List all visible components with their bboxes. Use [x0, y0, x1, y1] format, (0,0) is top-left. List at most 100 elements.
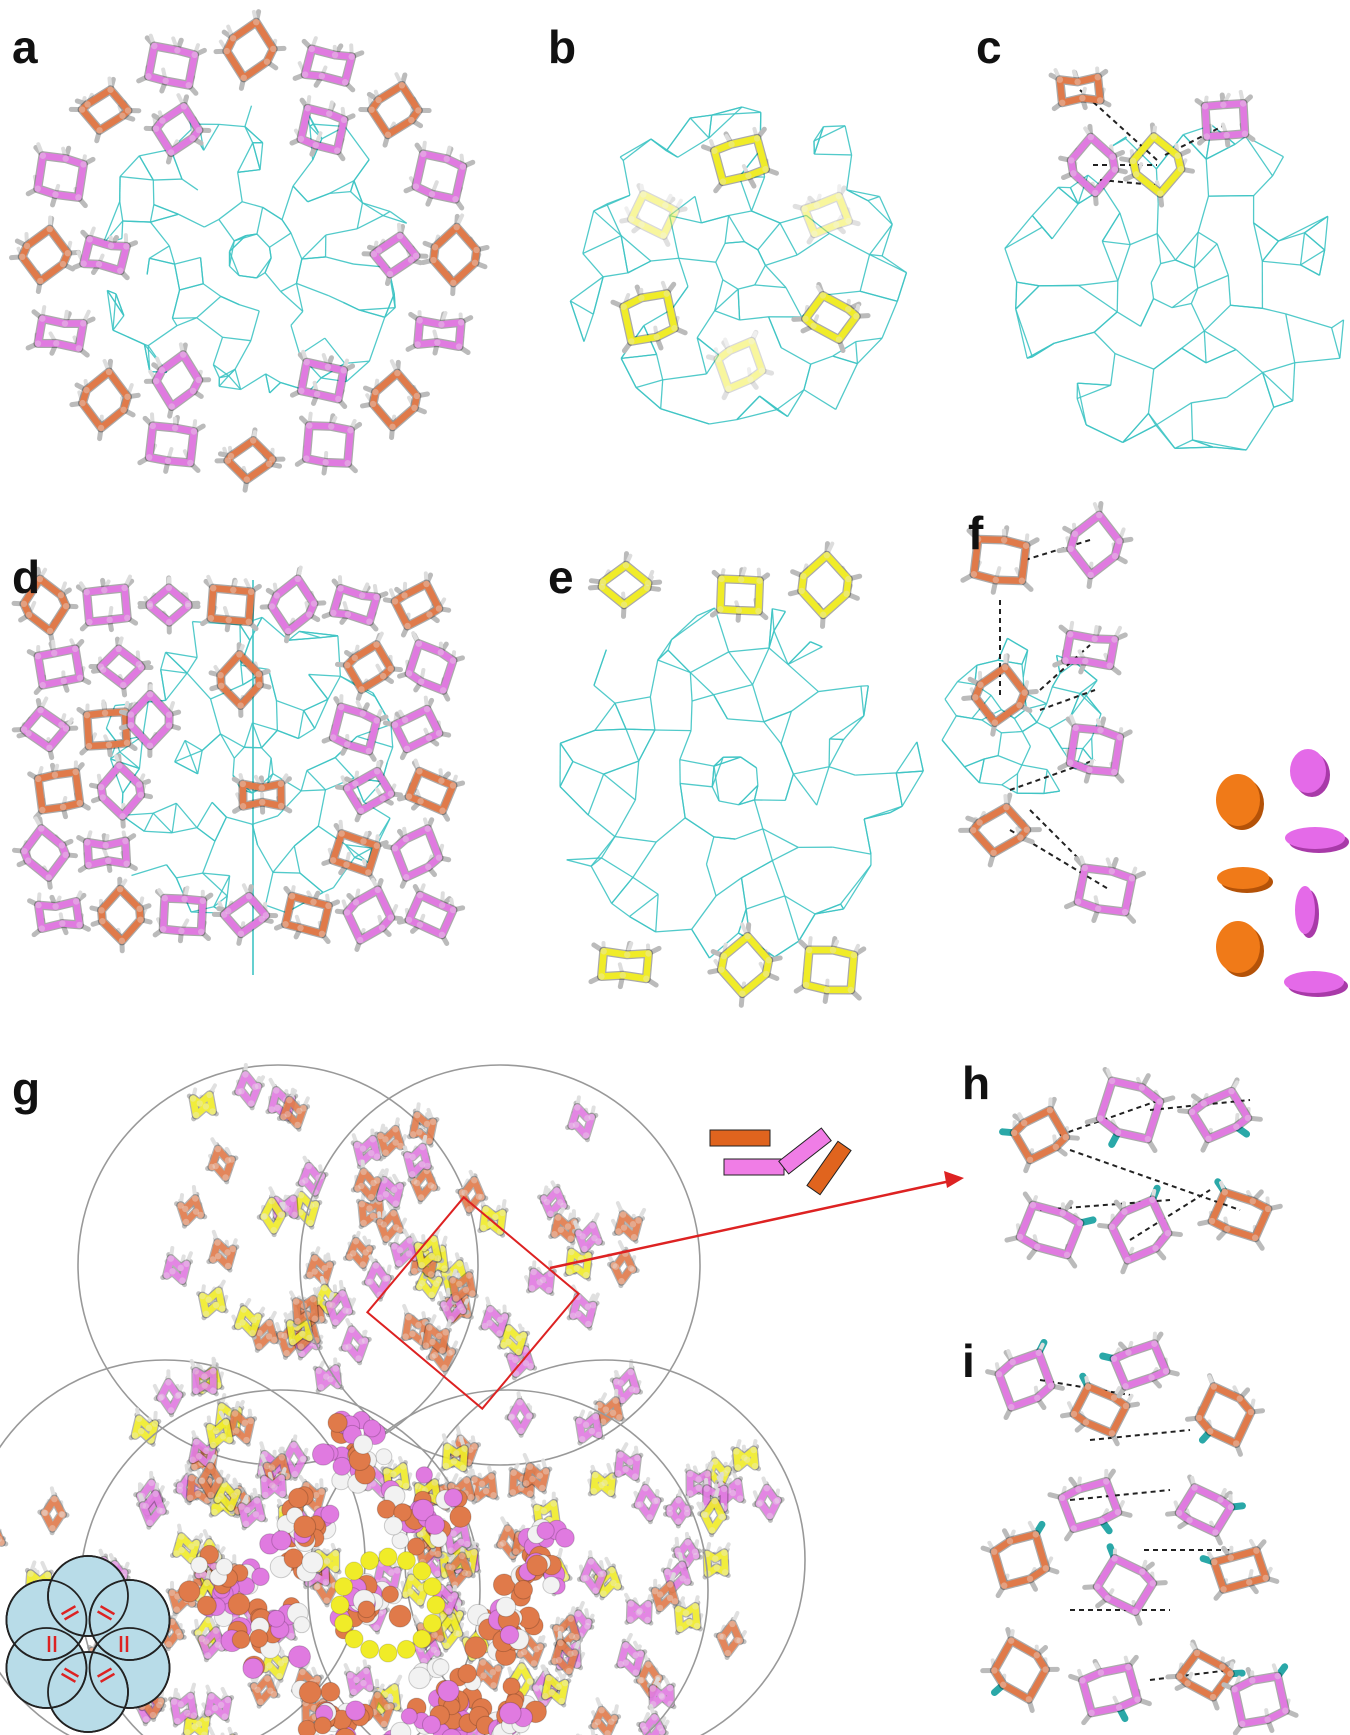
- framework-edge: [635, 387, 662, 410]
- framework-edge: [264, 257, 272, 273]
- framework-edge: [191, 621, 198, 658]
- molecule-atoms: [203, 1410, 236, 1452]
- framework-edge: [239, 624, 251, 641]
- spacefill-atom: [362, 1419, 382, 1438]
- framework-edge: [203, 124, 220, 151]
- spacefill-atom: [388, 1604, 412, 1628]
- hydrogen-bond: [1149, 1099, 1251, 1111]
- panel-e-structure: [559, 541, 924, 1008]
- framework-edge: [657, 659, 691, 674]
- framework-edge: [832, 846, 872, 855]
- disk-magenta-1: [1290, 749, 1330, 797]
- framework-edge: [785, 287, 803, 318]
- framework-edge: [260, 729, 278, 749]
- framework-edge: [172, 827, 198, 834]
- framework-edge: [667, 649, 691, 674]
- framework-edge: [696, 337, 708, 375]
- framework-edge: [1292, 362, 1296, 401]
- framework-edge: [590, 865, 613, 904]
- framework-edge: [303, 698, 329, 712]
- framework-edge: [629, 915, 657, 933]
- framework-edge: [1059, 661, 1076, 675]
- framework-edge: [1001, 784, 1018, 794]
- molecule-top-1: [587, 551, 663, 619]
- hydrogen-bond: [1039, 689, 1096, 711]
- framework-edge: [1299, 232, 1306, 266]
- framework-edge: [1052, 686, 1081, 695]
- framework-edge: [342, 301, 360, 311]
- framework-edge: [941, 715, 957, 741]
- framework-edge: [805, 214, 830, 234]
- framework-edge: [220, 733, 245, 748]
- framework-edge: [713, 694, 729, 720]
- framework-edge: [237, 168, 261, 173]
- framework-edge: [1077, 174, 1089, 205]
- framework-edge: [757, 249, 766, 266]
- framework-edge: [196, 802, 213, 828]
- framework-edge: [1245, 136, 1274, 177]
- framework-edge: [1216, 243, 1229, 276]
- framework-edge: [669, 195, 696, 217]
- framework-edge: [152, 812, 173, 834]
- framework-edge: [772, 846, 799, 862]
- framework-edge: [566, 857, 602, 861]
- framework-edge: [202, 872, 228, 897]
- framework-edge: [1076, 384, 1111, 400]
- framework-edge: [881, 301, 898, 339]
- framework-edge: [1051, 203, 1079, 240]
- framework-edge: [212, 364, 230, 377]
- framework-edge: [671, 286, 689, 310]
- framework-edge: [1175, 259, 1195, 269]
- framework-edge: [846, 154, 853, 190]
- framework-edge: [587, 773, 605, 816]
- framework-edge: [222, 336, 251, 342]
- molecule-atoms: [374, 1117, 408, 1160]
- molecule-atoms: [405, 310, 474, 356]
- panel-e: e: [530, 540, 930, 1040]
- framework-edge: [784, 895, 800, 942]
- framework-edge: [843, 864, 872, 910]
- framework-edge: [250, 310, 260, 341]
- framework-edge: [196, 317, 223, 338]
- molecule-pink-right: [1194, 89, 1256, 148]
- framework-edge: [174, 740, 186, 763]
- framework-edge: [867, 200, 893, 225]
- framework-edge: [713, 756, 741, 767]
- framework-edge: [256, 233, 270, 248]
- framework-edge: [1191, 396, 1227, 404]
- framework-edge: [956, 715, 982, 721]
- framework-edge: [1139, 298, 1155, 327]
- framework-edge: [1031, 215, 1053, 240]
- framework-edge: [267, 669, 278, 701]
- framework-edge: [233, 234, 247, 242]
- framework-edge: [711, 111, 761, 116]
- framework-edge: [1147, 369, 1155, 414]
- framework-edge: [881, 255, 907, 274]
- framework-edge: [1001, 773, 1018, 786]
- framework-edge: [265, 904, 287, 914]
- framework-edge: [677, 137, 710, 158]
- framework-edge: [1174, 231, 1199, 261]
- framework-edge: [569, 300, 585, 342]
- molecule-atoms: [303, 1246, 337, 1289]
- molecule-atoms: [752, 1476, 785, 1523]
- framework-edge: [1197, 195, 1210, 233]
- molecule-atoms: [211, 883, 279, 946]
- framework-edge: [736, 408, 777, 421]
- framework-edge: [1004, 215, 1033, 249]
- framework-edge: [737, 284, 755, 290]
- panel-label-b: b: [548, 21, 577, 73]
- framework-edge: [814, 903, 841, 915]
- framework-edge: [751, 684, 765, 722]
- framework-edge: [649, 696, 656, 731]
- framework-edge: [1021, 764, 1048, 771]
- framework-edge: [160, 652, 167, 670]
- framework-edge: [237, 142, 254, 173]
- molecule-i-12: [1165, 1639, 1246, 1711]
- molecule-atoms: [76, 830, 138, 873]
- framework-edge: [738, 176, 753, 212]
- molecule-atoms: [11, 816, 79, 890]
- spacefill-atom: [406, 1537, 426, 1556]
- framework-edge: [765, 254, 798, 266]
- framework-edge: [1110, 353, 1116, 386]
